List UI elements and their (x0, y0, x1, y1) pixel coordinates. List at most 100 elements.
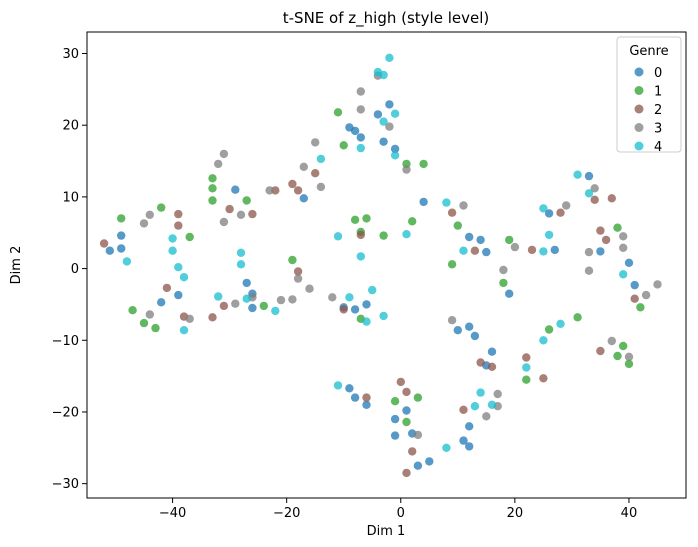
point-genre-0-33 (487, 347, 497, 356)
point-genre-0-39 (476, 235, 485, 245)
point-genre-3-34 (584, 266, 594, 275)
point-genre-3-24 (413, 430, 423, 440)
point-genre-4-7 (236, 248, 246, 257)
point-genre-0-41 (505, 289, 514, 298)
point-genre-3-28 (493, 389, 502, 399)
point-genre-2-25 (487, 362, 497, 371)
point-genre-0-30 (453, 326, 462, 335)
point-genre-2-10 (288, 179, 297, 189)
point-genre-0-6 (242, 278, 251, 288)
point-genre-1-0 (117, 214, 126, 223)
point-genre-0-24 (390, 414, 400, 424)
point-genre-4-21 (379, 117, 388, 126)
point-genre-1-31 (573, 313, 582, 322)
point-genre-3-38 (619, 243, 628, 252)
point-genre-4-28 (442, 443, 451, 452)
legend-label-genre-3: 3 (654, 122, 662, 137)
point-genre-3-22 (385, 122, 394, 131)
point-genre-3-14 (305, 284, 314, 293)
point-genre-4-20 (379, 70, 388, 80)
point-genre-2-16 (362, 393, 371, 402)
legend-marker-genre-0 (634, 67, 644, 77)
legend-label-genre-1: 1 (654, 85, 662, 100)
point-genre-4-13 (333, 381, 343, 390)
point-genre-2-11 (293, 186, 303, 195)
point-genre-3-13 (293, 274, 303, 283)
point-genre-3-8 (236, 210, 246, 219)
y-tick-label: −10 (52, 334, 79, 349)
point-genre-4-22 (385, 53, 394, 62)
point-genre-4-26 (402, 230, 411, 239)
point-genre-0-28 (413, 461, 423, 470)
point-genre-2-30 (590, 195, 599, 204)
point-genre-4-6 (214, 292, 223, 301)
legend-marker-genre-4 (634, 141, 644, 151)
point-genre-0-14 (379, 137, 388, 146)
point-genre-2-7 (225, 204, 234, 214)
point-genre-0-2 (117, 231, 126, 240)
point-genre-1-5 (185, 232, 194, 242)
point-genre-3-36 (607, 336, 616, 346)
point-genre-1-17 (379, 231, 388, 240)
y-tick-label: −30 (52, 477, 79, 492)
point-genre-4-40 (584, 189, 594, 198)
point-genre-4-16 (356, 252, 365, 261)
point-genre-4-39 (573, 170, 582, 179)
point-genre-4-36 (539, 336, 548, 345)
point-genre-0-15 (385, 100, 394, 109)
point-genre-2-17 (396, 377, 405, 387)
point-genre-2-18 (402, 387, 411, 397)
point-genre-2-19 (402, 468, 411, 478)
point-genre-4-9 (242, 294, 251, 303)
point-genre-0-25 (390, 431, 400, 440)
point-genre-1-30 (544, 325, 554, 334)
y-tick-label: 20 (62, 119, 79, 134)
point-genre-1-4 (157, 203, 166, 212)
point-genre-0-1 (117, 244, 126, 253)
point-genre-2-28 (539, 374, 548, 383)
point-genre-4-12 (333, 232, 343, 241)
point-genre-2-34 (607, 194, 616, 203)
point-genre-0-12 (356, 133, 365, 142)
point-genre-3-30 (499, 265, 508, 275)
point-genre-3-5 (219, 149, 229, 159)
point-genre-4-23 (390, 151, 400, 160)
point-genre-3-0 (139, 219, 149, 228)
point-genre-0-40 (482, 247, 491, 257)
point-genre-1-12 (333, 108, 343, 117)
point-genre-2-0 (99, 239, 109, 248)
point-genre-0-29 (425, 457, 434, 466)
point-genre-1-22 (447, 260, 457, 269)
legend-label-genre-2: 2 (654, 103, 662, 118)
point-genre-4-34 (539, 247, 548, 256)
point-genre-3-27 (482, 412, 491, 421)
point-genre-1-23 (453, 221, 462, 230)
x-axis-title: Dim 1 (367, 524, 406, 539)
point-genre-0-20 (362, 300, 371, 309)
point-genre-1-1 (128, 306, 137, 315)
point-genre-0-44 (584, 171, 594, 181)
point-genre-0-8 (248, 303, 257, 313)
point-genre-2-12 (293, 267, 303, 276)
chart-title: t-SNE of z_high (style level) (283, 9, 489, 28)
point-genre-1-26 (413, 393, 423, 402)
point-genre-0-9 (299, 194, 308, 203)
point-genre-1-34 (619, 341, 628, 351)
point-genre-4-29 (459, 246, 468, 255)
point-genre-4-2 (168, 246, 177, 255)
x-tick-label: −20 (273, 506, 300, 521)
point-genre-2-8 (248, 209, 257, 219)
point-genre-2-5 (208, 313, 217, 322)
point-genre-0-38 (465, 232, 474, 242)
legend: Genre 0 1 2 3 4 (616, 36, 682, 155)
point-genre-0-31 (465, 322, 474, 331)
point-genre-0-11 (350, 126, 360, 136)
point-genre-2-20 (408, 447, 417, 456)
point-genre-1-7 (208, 184, 217, 193)
point-genre-0-46 (624, 258, 634, 267)
point-genre-4-0 (122, 257, 132, 266)
point-genre-3-12 (288, 295, 297, 304)
point-genre-4-25 (379, 311, 388, 321)
legend-label-genre-0: 0 (654, 66, 662, 81)
